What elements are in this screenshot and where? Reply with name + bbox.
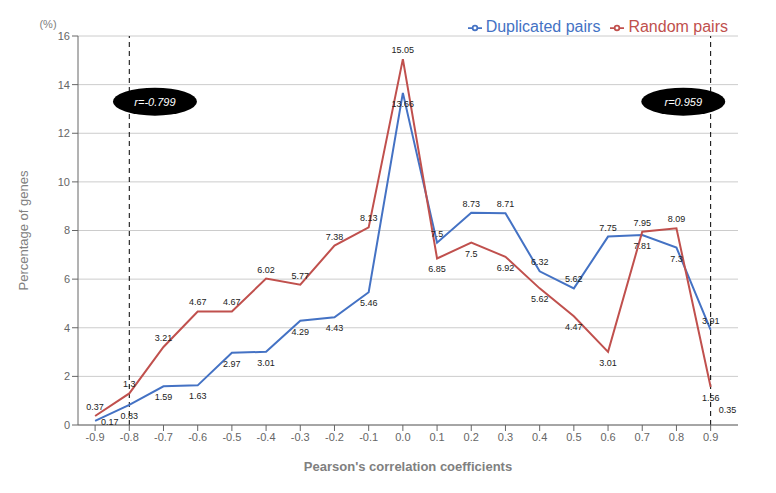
svg-text:8.71: 8.71	[497, 199, 515, 209]
svg-text:6.32: 6.32	[531, 257, 549, 267]
svg-text:r=-0.799: r=-0.799	[134, 96, 175, 108]
svg-text:8.13: 8.13	[360, 213, 378, 223]
svg-text:5.62: 5.62	[531, 294, 549, 304]
svg-text:1.59: 1.59	[155, 392, 173, 402]
svg-text:0.83: 0.83	[121, 411, 139, 421]
svg-text:-0.9: -0.9	[86, 431, 105, 443]
svg-text:0.3: 0.3	[498, 431, 513, 443]
svg-text:7.5: 7.5	[465, 249, 478, 259]
svg-text:4.67: 4.67	[189, 297, 207, 307]
svg-text:6.02: 6.02	[257, 265, 275, 275]
svg-text:7.5: 7.5	[431, 229, 444, 239]
svg-text:2.97: 2.97	[223, 359, 241, 369]
svg-text:4.47: 4.47	[565, 322, 583, 332]
svg-text:1.56: 1.56	[702, 393, 720, 403]
svg-text:0.8: 0.8	[669, 431, 684, 443]
svg-text:-0.2: -0.2	[325, 431, 344, 443]
html-text:Random pairs: Random pairs	[628, 18, 728, 35]
svg-text:4.43: 4.43	[326, 323, 344, 333]
svg-text:-0.6: -0.6	[188, 431, 207, 443]
svg-text:3.91: 3.91	[702, 316, 720, 326]
svg-text:-0.3: -0.3	[291, 431, 310, 443]
svg-text:8.73: 8.73	[462, 199, 480, 209]
svg-text:7.38: 7.38	[326, 232, 344, 242]
svg-text:r=0.959: r=0.959	[664, 96, 702, 108]
svg-text:0.5: 0.5	[566, 431, 581, 443]
svg-text:14: 14	[58, 79, 70, 91]
html-text:Duplicated pairs: Duplicated pairs	[485, 18, 601, 35]
svg-text:4.67: 4.67	[223, 297, 241, 307]
svg-text:Percentage of genes: Percentage of genes	[16, 170, 31, 290]
svg-text:7.81: 7.81	[633, 241, 651, 251]
svg-text:5.62: 5.62	[565, 274, 583, 284]
svg-text:-0.7: -0.7	[154, 431, 173, 443]
svg-text:3.21: 3.21	[155, 333, 173, 343]
svg-text:-0.1: -0.1	[359, 431, 378, 443]
svg-text:(%): (%)	[39, 18, 56, 30]
svg-text:0.0: 0.0	[395, 431, 410, 443]
svg-text:1.63: 1.63	[189, 391, 207, 401]
svg-text:8.09: 8.09	[668, 214, 686, 224]
svg-text:8: 8	[64, 224, 70, 236]
svg-text:0.35: 0.35	[719, 405, 737, 415]
svg-text:-0.8: -0.8	[120, 431, 139, 443]
svg-text:16: 16	[58, 30, 70, 42]
svg-text:Pearson's correlation coeffici: Pearson's correlation coefficients	[304, 459, 512, 474]
svg-text:3.01: 3.01	[599, 358, 617, 368]
svg-text:10: 10	[58, 176, 70, 188]
svg-text:12: 12	[58, 127, 70, 139]
svg-text:13.66: 13.66	[392, 99, 415, 109]
svg-text:7.95: 7.95	[633, 218, 651, 228]
svg-text:4.29: 4.29	[292, 327, 310, 337]
svg-text:4: 4	[64, 322, 70, 334]
svg-text:0.1: 0.1	[429, 431, 444, 443]
svg-text:0.6: 0.6	[600, 431, 615, 443]
svg-text:7.75: 7.75	[599, 223, 617, 233]
svg-text:5.46: 5.46	[360, 298, 378, 308]
svg-text:-0.4: -0.4	[257, 431, 276, 443]
svg-text:0.17: 0.17	[101, 417, 119, 427]
svg-text:5.77: 5.77	[292, 271, 310, 281]
svg-text:0.9: 0.9	[703, 431, 718, 443]
svg-text:15.05: 15.05	[392, 45, 415, 55]
svg-text:0.4: 0.4	[532, 431, 547, 443]
svg-text:2: 2	[64, 370, 70, 382]
svg-text:0: 0	[64, 419, 70, 431]
svg-text:6.85: 6.85	[428, 264, 446, 274]
svg-text:0.2: 0.2	[464, 431, 479, 443]
svg-text:0.37: 0.37	[86, 402, 104, 412]
svg-text:3.01: 3.01	[257, 358, 275, 368]
svg-text:6.92: 6.92	[497, 263, 515, 273]
svg-text:-0.5: -0.5	[222, 431, 241, 443]
svg-text:0.7: 0.7	[635, 431, 650, 443]
svg-text:7.3: 7.3	[670, 254, 683, 264]
svg-text:6: 6	[64, 273, 70, 285]
svg-text:1.3: 1.3	[123, 379, 136, 389]
